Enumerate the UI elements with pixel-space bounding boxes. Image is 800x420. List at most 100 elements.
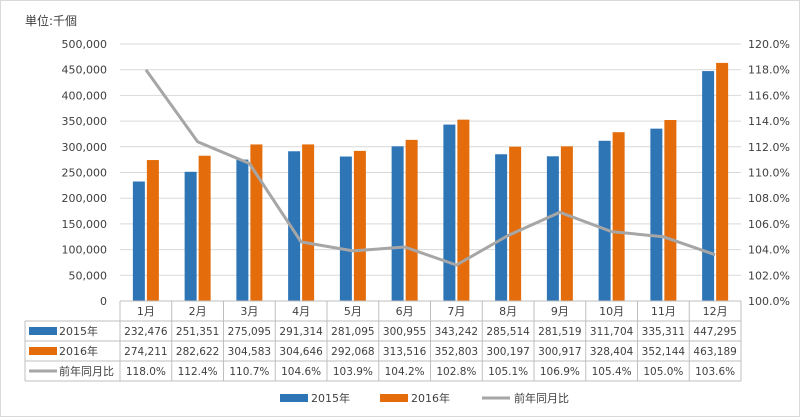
x-tick-label: 4月 <box>292 305 310 318</box>
bar-2016年 <box>613 132 625 301</box>
data-label: 281,519 <box>538 326 581 338</box>
data-label: 281,095 <box>331 326 374 338</box>
bar-2015年 <box>185 172 197 301</box>
data-label: 102.8% <box>436 366 476 378</box>
data-table: 1月 2月 3月 4月 5月 6月 7月 8月 9月 10月 11月 12月 2015年 232,476 2… <box>25 301 741 381</box>
data-label: 103.9% <box>333 366 373 378</box>
y-right-tick-label: 114.0% <box>748 115 790 128</box>
data-label: 232,476 <box>124 326 168 338</box>
bar-2015年 <box>547 156 559 301</box>
y-left-tick-label: 150,000 <box>62 218 108 231</box>
data-label: 300,197 <box>486 346 529 358</box>
bar-2015年 <box>340 157 352 301</box>
line-前年同月比 <box>146 70 715 265</box>
y-right-tick-label: 104.0% <box>748 244 790 257</box>
y-right-tick-label: 116.0% <box>748 89 790 102</box>
legend-label: 2016年 <box>411 391 450 405</box>
bar-2015年 <box>702 71 714 301</box>
data-label: 103.6% <box>695 366 735 378</box>
y-right-tick-label: 112.0% <box>748 141 790 154</box>
data-label: 275,095 <box>228 326 271 338</box>
bar-series <box>133 63 728 301</box>
data-label: 352,803 <box>435 346 478 358</box>
data-label: 285,514 <box>486 326 530 338</box>
data-label: 274,211 <box>124 346 167 358</box>
data-label: 343,242 <box>435 326 478 338</box>
x-tick-label: 6月 <box>396 305 414 318</box>
bar-2016年 <box>354 151 366 301</box>
legend-label: 2015年 <box>311 391 350 405</box>
data-label: 105.0% <box>643 366 683 378</box>
data-label: 300,917 <box>538 346 581 358</box>
y-right-tick-label: 118.0% <box>748 64 790 77</box>
data-label: 118.0% <box>126 366 166 378</box>
table-legend-key <box>29 347 57 355</box>
x-tick-label: 1月 <box>137 305 155 318</box>
data-label: 304,646 <box>279 346 323 358</box>
bar-2015年 <box>599 141 611 301</box>
x-tick-label: 5月 <box>344 305 362 318</box>
bar-2015年 <box>236 160 248 301</box>
legend-key <box>380 394 408 402</box>
x-tick-label: 8月 <box>499 305 517 318</box>
data-label: 105.4% <box>592 366 632 378</box>
x-tick-label: 7月 <box>447 305 465 318</box>
data-label: 251,351 <box>176 326 219 338</box>
y-right-tick-label: 110.0% <box>748 167 790 180</box>
table-legend-key <box>29 327 57 335</box>
data-label: 352,144 <box>642 346 686 358</box>
y-right-tick-label: 100.0% <box>748 295 790 308</box>
bar-2016年 <box>509 147 521 301</box>
data-label: 291,314 <box>279 326 323 338</box>
data-label: 300,955 <box>383 326 426 338</box>
bar-2016年 <box>199 156 211 301</box>
bar-2016年 <box>302 144 314 301</box>
y-left-tick-label: 100,000 <box>62 244 108 257</box>
data-label: 463,189 <box>693 346 736 358</box>
y-left-tick-label: 50,000 <box>69 269 108 282</box>
unit-label: 単位:千個 <box>25 13 77 28</box>
table-row-label: 2016年 <box>59 344 98 358</box>
bar-2016年 <box>147 160 159 301</box>
data-label: 292,068 <box>331 346 374 358</box>
y-left-tick-label: 0 <box>100 295 107 308</box>
data-label: 104.6% <box>281 366 321 378</box>
x-tick-label: 12月 <box>703 305 728 318</box>
x-tick-label: 9月 <box>551 305 569 318</box>
x-tick-label: 10月 <box>599 305 624 318</box>
data-label: 106.9% <box>540 366 580 378</box>
bar-2016年 <box>406 140 418 301</box>
y-left-tick-label: 500,000 <box>62 38 108 51</box>
table-row-label: 2015年 <box>59 324 98 338</box>
data-label: 311,704 <box>590 326 634 338</box>
data-label: 110.7% <box>229 366 269 378</box>
data-label: 304,583 <box>228 346 271 358</box>
y-left-tick-label: 450,000 <box>62 64 108 77</box>
legend-label: 前年同月比 <box>514 391 569 405</box>
bar-2016年 <box>561 146 573 301</box>
y-right-tick-label: 106.0% <box>748 218 790 231</box>
y-right-tick-label: 108.0% <box>748 192 790 205</box>
data-label: 335,311 <box>642 326 685 338</box>
bar-2015年 <box>392 146 404 301</box>
y-left-tick-label: 200,000 <box>62 192 108 205</box>
y-right-tick-label: 120.0% <box>748 38 790 51</box>
bar-2015年 <box>443 125 455 301</box>
x-tick-label: 3月 <box>240 305 258 318</box>
legend-key <box>280 394 308 402</box>
y-left-tick-label: 250,000 <box>62 167 108 180</box>
data-label: 112.4% <box>178 366 218 378</box>
y-left-tick-label: 400,000 <box>62 89 108 102</box>
x-tick-label: 2月 <box>189 305 207 318</box>
legend: 2015年 2016年 前年同月比 <box>280 391 569 405</box>
data-label: 328,404 <box>590 346 634 358</box>
data-label: 447,295 <box>693 326 736 338</box>
ratio-line-series <box>146 70 715 266</box>
bar-2015年 <box>650 129 662 301</box>
x-tick-label: 11月 <box>651 305 676 318</box>
bar-2015年 <box>133 182 145 301</box>
bar-2016年 <box>716 63 728 301</box>
data-label: 313,516 <box>383 346 427 358</box>
y-right-tick-label: 102.0% <box>748 269 790 282</box>
